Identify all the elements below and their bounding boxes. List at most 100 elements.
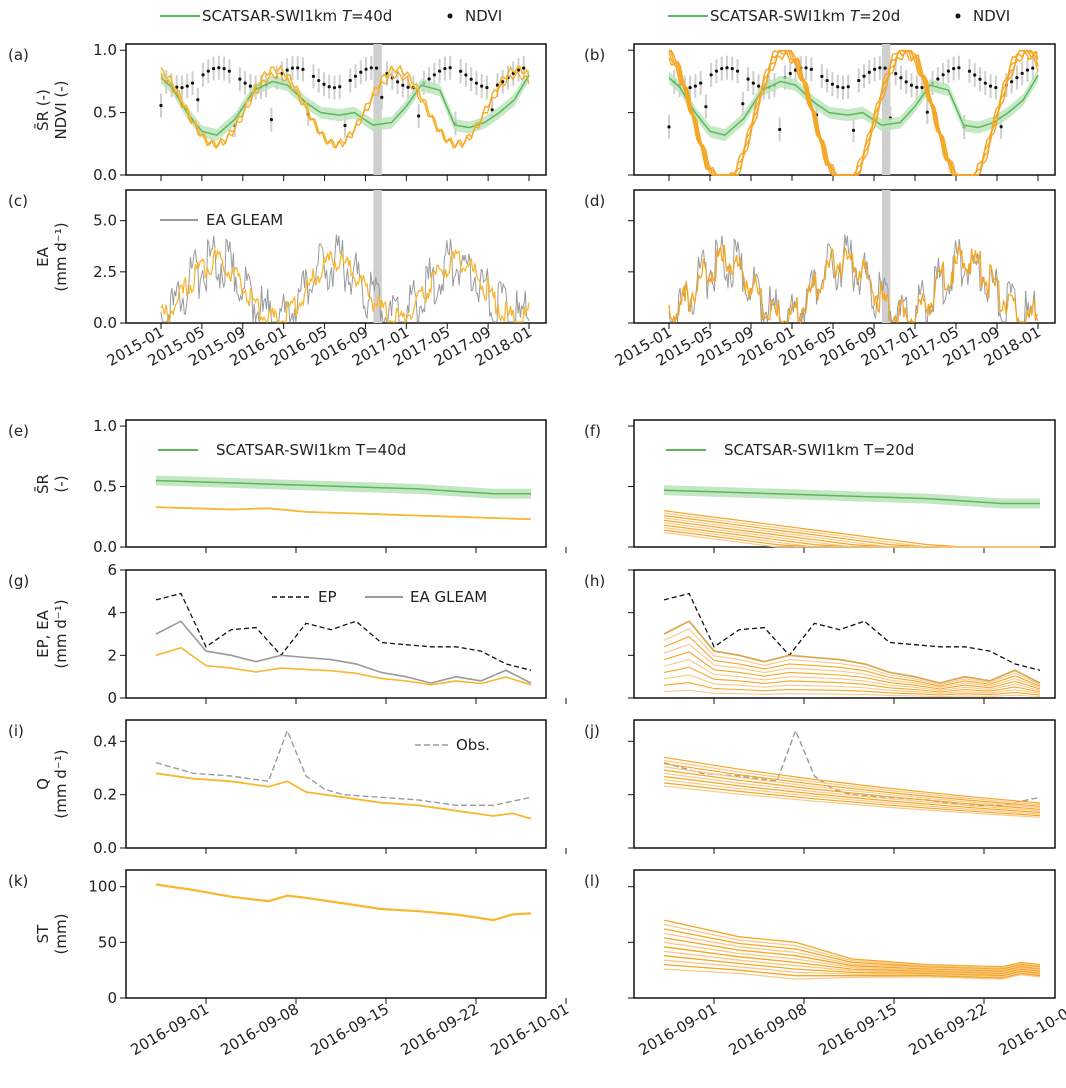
panel-label-l: (l) — [584, 872, 600, 890]
y-axis-label-c1: EA — [34, 246, 52, 266]
e-y-tick-label: 1.0 — [93, 417, 117, 435]
ndvi-point — [464, 73, 467, 76]
ndvi-point — [1026, 68, 1029, 71]
series-model-e — [156, 507, 531, 519]
ndvi-point — [704, 105, 707, 108]
ndvi-point — [217, 66, 220, 69]
series-ep — [664, 594, 1040, 671]
ndvi-point — [968, 70, 971, 73]
panel-label-j: (j) — [584, 722, 600, 740]
y-axis-label-g1: EP, EA — [34, 609, 52, 658]
ndvi-point — [731, 67, 734, 70]
g-y-tick-label: 6 — [107, 561, 117, 579]
a-y-tick-label: 1.0 — [93, 41, 117, 59]
ndvi-point — [746, 78, 749, 81]
ndvi-point — [757, 84, 760, 87]
ndvi-point — [789, 72, 792, 75]
x-tick-label-bottom: 2016-09-01 — [635, 1000, 720, 1059]
ndvi-point — [694, 84, 697, 87]
ndvi-point — [343, 124, 346, 127]
panel-f — [634, 420, 1055, 547]
ndvi-point — [989, 85, 992, 88]
panel-label-f: (f) — [584, 422, 601, 440]
ndvi-point — [667, 125, 670, 128]
ndvi-point — [978, 78, 981, 81]
ndvi-point — [868, 71, 871, 74]
g-y-tick-label: 0 — [107, 689, 117, 707]
ndvi-point — [752, 82, 755, 85]
y-axis-label-c2: (mm d⁻¹) — [52, 222, 70, 291]
ndvi-point — [522, 66, 525, 69]
panel-label-e: (e) — [8, 422, 29, 440]
ndvi-point — [296, 66, 299, 69]
legend-obs-text: Obs. — [456, 736, 490, 754]
g-y-tick-label: 4 — [107, 604, 117, 622]
legend-top-left-dot — [448, 14, 453, 19]
ndvi-point — [852, 129, 855, 132]
x-tick-label-bottom: 2016-09-22 — [905, 1000, 990, 1059]
ndvi-point — [349, 79, 352, 82]
ndvi-point — [428, 77, 431, 80]
c-y-tick-label: 5.0 — [93, 212, 117, 230]
ndvi-point — [905, 80, 908, 83]
series-model-k — [156, 885, 531, 921]
ndvi-point — [1010, 80, 1013, 83]
i-y-tick-label: 0.0 — [93, 839, 117, 857]
ndvi-point — [994, 86, 997, 89]
ndvi-point — [401, 84, 404, 87]
series-model-i — [156, 773, 531, 818]
y-axis-label-i2: (mm d⁻¹) — [52, 749, 70, 818]
ndvi-point — [699, 81, 702, 84]
ndvi-point — [286, 69, 289, 72]
ndvi-point — [826, 79, 829, 82]
ndvi-point — [1021, 72, 1024, 75]
ndvi-point — [857, 79, 860, 82]
e-y-tick-label: 0.5 — [93, 478, 117, 496]
ndvi-point — [180, 86, 183, 89]
ndvi-point — [894, 72, 897, 75]
ndvi-point — [249, 84, 252, 87]
ndvi-point — [228, 70, 231, 73]
ndvi-point — [201, 73, 204, 76]
series-ea-gleam — [156, 621, 531, 683]
ndvi-point — [984, 82, 987, 85]
x-tick-label-bottom: 2016-09-15 — [815, 1000, 900, 1059]
ndvi-point — [433, 73, 436, 76]
legend-c-text: EA GLEAM — [206, 211, 283, 229]
panel-label-d: (d) — [584, 192, 605, 210]
y-axis-label-k2: (mm) — [52, 914, 70, 955]
ndvi-point — [380, 96, 383, 99]
y-axis-label-g2: (mm d⁻¹) — [52, 599, 70, 668]
series-model-h — [664, 621, 1040, 683]
x-tick-label-bottom: 2016-10-01 — [487, 1000, 572, 1059]
ndvi-point — [196, 98, 199, 101]
i-y-tick-label: 0.2 — [93, 786, 117, 804]
series-model-f — [664, 525, 1040, 547]
panel-label-b: (b) — [584, 46, 605, 64]
ndvi-point — [710, 73, 713, 76]
legend-f-text: SCATSAR-SWI1km T=20d — [724, 441, 914, 459]
ndvi-point — [312, 75, 315, 78]
ndvi-point — [459, 70, 462, 73]
ndvi-point — [899, 76, 902, 79]
k-y-tick-label: 0 — [107, 989, 117, 1007]
ndvi-point — [847, 85, 850, 88]
panel-label-a: (a) — [8, 46, 29, 64]
ndvi-point — [438, 69, 441, 72]
y-axis-label-e2: (-) — [52, 475, 70, 492]
x-tick-label-bottom: 2016-09-08 — [217, 1000, 302, 1059]
ndvi-point — [475, 82, 478, 85]
ndvi-point — [485, 86, 488, 89]
ndvi-point — [354, 75, 357, 78]
panel-c — [126, 190, 546, 323]
y-axis-label-i1: Q — [34, 778, 52, 790]
ndvi-point — [1031, 66, 1034, 69]
ndvi-point — [942, 73, 945, 76]
ndvi-point — [841, 86, 844, 89]
panel-label-g: (g) — [8, 572, 29, 590]
i-y-tick-label: 0.4 — [93, 732, 117, 750]
y-axis-label-k1: ST — [34, 924, 52, 944]
ndvi-point — [715, 70, 718, 73]
x-tick-label-bottom: 2016-09-15 — [307, 1000, 392, 1059]
